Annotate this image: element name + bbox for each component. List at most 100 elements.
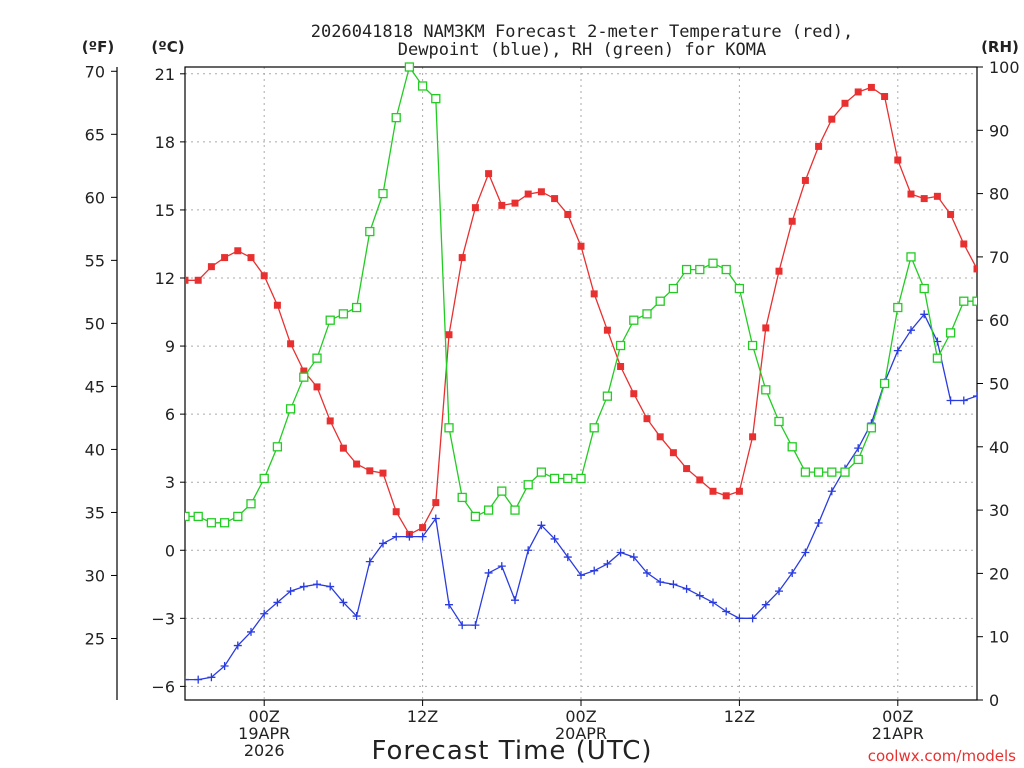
rh-point <box>774 416 784 427</box>
x-tick-label: 00Z <box>882 707 913 726</box>
fahrenheit-tick-label: 25 <box>85 629 105 648</box>
temperature-point <box>656 433 664 441</box>
dewpoint-point <box>365 557 374 566</box>
dewpoint-point <box>603 559 612 568</box>
temperature-point <box>498 201 506 209</box>
x-tick-label: 12Z <box>407 707 438 726</box>
dewpoint-point <box>920 310 929 319</box>
rh-point <box>879 378 890 389</box>
rh-point <box>866 423 877 433</box>
x-tick-label: 20APR <box>555 724 607 743</box>
temperature-point <box>221 254 229 262</box>
rh-point <box>193 511 203 522</box>
temperature-point <box>722 492 730 500</box>
temperature-point <box>485 170 493 178</box>
rh-tick-label: 30 <box>989 501 1009 520</box>
rh-point <box>325 315 335 325</box>
rh-tick-label: 20 <box>989 564 1009 583</box>
temperature-point <box>273 301 281 309</box>
dewpoint-point <box>273 598 282 607</box>
rh-tick-label: 90 <box>989 121 1009 140</box>
chart-title-line2: Dewpoint (blue), RH (green) for KOMA <box>398 40 766 60</box>
rh-tick-label: 100 <box>989 58 1020 77</box>
dewpoint-point <box>207 673 216 682</box>
rh-point <box>365 226 375 237</box>
celsius-tick-label: 9 <box>165 337 175 356</box>
rh-point <box>404 62 415 72</box>
rh-point <box>708 258 718 268</box>
temperature-point <box>643 415 651 423</box>
x-tick-label: 21APR <box>872 724 924 743</box>
dewpoint-point <box>194 675 203 684</box>
series-2-meter-temperature <box>185 83 977 538</box>
temperature-point <box>907 190 915 198</box>
temperature-point <box>696 476 704 484</box>
temperature-point <box>867 83 875 91</box>
rh-point <box>761 385 771 395</box>
rh-point <box>219 518 230 528</box>
dewpoint-point <box>682 584 691 593</box>
gridlines <box>185 67 977 700</box>
temperature-point <box>419 524 427 532</box>
x-tick-label: 00Z <box>565 707 596 726</box>
rh-point <box>563 473 573 484</box>
temperature-point <box>313 383 321 391</box>
dewpoint-point <box>392 532 401 541</box>
temperature-point <box>366 467 374 475</box>
rh-point <box>629 315 639 325</box>
temperature-point <box>630 390 638 398</box>
temperature-point <box>841 99 849 107</box>
rh-point <box>285 404 296 414</box>
rh-point <box>589 423 599 433</box>
temperature-point <box>185 276 189 284</box>
dewpoint-point <box>722 607 731 616</box>
rh-tick-label: 10 <box>989 628 1009 647</box>
rh-point <box>536 467 547 477</box>
rh-point <box>497 486 507 496</box>
temperature-point <box>669 449 677 457</box>
dewpoint-point <box>656 578 665 587</box>
dewpoint-point <box>643 568 651 577</box>
rh-point <box>391 112 401 123</box>
temperature-point <box>379 469 387 477</box>
rh-point <box>800 467 811 477</box>
rh-point <box>893 302 903 313</box>
watermark: coolwx.com/models <box>868 747 1016 765</box>
dewpoint-point <box>550 534 559 543</box>
dewpoint-point <box>907 326 915 335</box>
dewpoint-point <box>563 553 572 562</box>
temperature-point <box>260 272 268 280</box>
dewpoint-point <box>313 580 321 589</box>
dewpoint-point <box>590 566 599 575</box>
dewpoint-point <box>973 391 977 400</box>
rh-point <box>457 492 467 503</box>
temperature-point <box>207 263 215 271</box>
dewpoint-point <box>185 675 189 684</box>
temperature-point <box>524 190 532 198</box>
rh-point <box>206 518 217 528</box>
dewpoint-point <box>405 532 414 541</box>
rh-tick-label: 0 <box>989 691 999 710</box>
temperature-point <box>247 254 255 262</box>
temperature-point <box>471 204 479 212</box>
dewpoint-point <box>431 514 440 523</box>
temperature-point <box>590 290 598 298</box>
rh-point <box>827 467 837 477</box>
rh-point <box>642 309 652 319</box>
dewpoint-point <box>959 396 968 405</box>
rh-point <box>510 505 520 515</box>
temperature-point <box>234 247 242 255</box>
rh-point <box>734 283 745 294</box>
celsius-tick-label: 18 <box>155 133 175 152</box>
fahrenheit-tick-label: 60 <box>85 188 105 207</box>
rh-point <box>431 94 441 104</box>
dewpoint-point <box>814 519 823 528</box>
dewpoint-point <box>233 641 242 650</box>
temperature-point <box>287 340 295 348</box>
temperature-point <box>445 331 453 339</box>
rh-tick-label: 60 <box>989 311 1009 330</box>
temperature-point <box>577 242 585 250</box>
dewpoint-point <box>471 621 480 630</box>
